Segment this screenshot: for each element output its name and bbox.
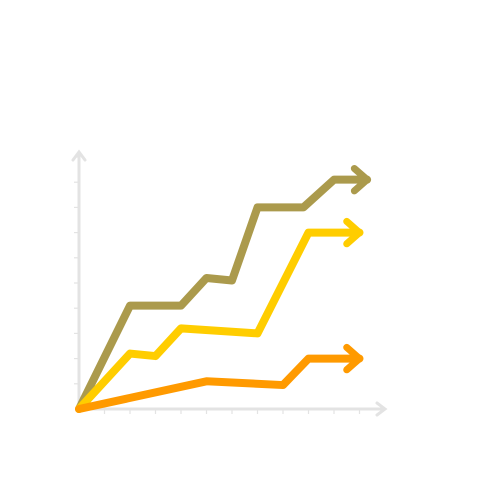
series-3-arrowhead [343,343,363,374]
axes [71,149,388,417]
x-axis-arrowhead [375,401,388,417]
series-1-arrowhead [350,164,371,195]
series-1-line [75,175,372,413]
series-2-arrowhead [343,217,363,248]
series-3-line [75,354,364,413]
series-group [75,164,372,413]
series-2-line [75,228,364,413]
